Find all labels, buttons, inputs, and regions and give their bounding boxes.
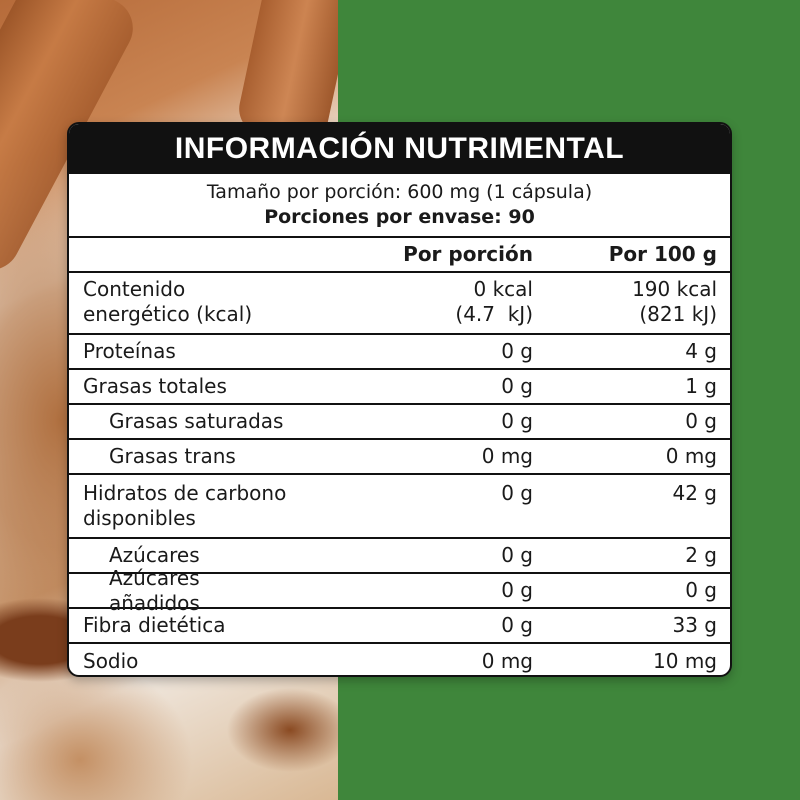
per-serving-value: 0 g	[501, 339, 533, 363]
per-100g-value: 10 mg	[653, 649, 717, 673]
serving-info: Tamaño por porción: 600 mg (1 cápsula) P…	[69, 174, 730, 238]
table-row: Grasas saturadas 0 g 0 g	[69, 405, 730, 440]
per-100g-value: 2 g	[685, 543, 717, 567]
per-100g-value: 1 g	[685, 374, 717, 398]
nutrient-name: Contenido energético (kcal)	[83, 277, 253, 326]
table-row: Azúcares añadidos 0 g 0 g	[69, 566, 730, 615]
table-row: Grasas trans 0 mg 0 mg	[69, 440, 730, 475]
nutrient-name: Proteínas	[83, 339, 176, 363]
table-row: Grasas totales 0 g 1 g	[69, 370, 730, 405]
table-row: Azúcares 0 g 2 g	[69, 539, 730, 574]
per-100g-value: 0 g	[685, 409, 717, 433]
per-serving-value: 0 mg	[481, 444, 533, 468]
column-header-per-serving: Por porción	[403, 242, 533, 266]
serving-size: Tamaño por porción: 600 mg (1 cápsula)	[206, 181, 593, 203]
table-title: INFORMACIÓN NUTRIMENTAL	[69, 124, 730, 174]
nutrient-name: Grasas totales	[83, 374, 227, 398]
per-serving-value: 0 g	[501, 543, 533, 567]
per-100g-value: 0 g	[685, 578, 717, 602]
per-serving-value: 0 g	[501, 481, 533, 505]
column-header-row: Por porción Por 100 g	[69, 238, 730, 273]
nutrient-name: Sodio	[83, 649, 139, 673]
nutrient-name: Fibra dietética	[83, 613, 226, 637]
per-100g-value: 190 kcal (821 kJ)	[632, 277, 717, 326]
nutrient-name: Azúcares añadidos	[109, 565, 200, 615]
table-row: Sodio 0 mg 10 mg	[69, 644, 730, 675]
per-100g-value: 42 g	[672, 481, 717, 505]
per-serving-value: 0 mg	[481, 649, 533, 673]
servings-per-container: Porciones por envase: 90	[264, 206, 535, 228]
per-serving-value: 0 g	[501, 409, 533, 433]
per-serving-value: 0 g	[501, 578, 533, 602]
per-serving-value: 0 g	[501, 613, 533, 637]
nutrient-name: Grasas saturadas	[109, 409, 284, 433]
per-serving-value: 0 g	[501, 374, 533, 398]
nutrient-name: Hidratos de carbono disponibles	[83, 481, 287, 530]
table-row: Contenido energético (kcal) 0 kcal (4.7 …	[69, 273, 730, 335]
nutrition-facts-table: INFORMACIÓN NUTRIMENTAL Tamaño por porci…	[67, 122, 732, 677]
table-row: Fibra dietética 0 g 33 g	[69, 609, 730, 644]
nutrient-name: Azúcares	[109, 543, 200, 567]
nutrient-name: Grasas trans	[109, 444, 236, 468]
per-100g-value: 33 g	[672, 613, 717, 637]
per-100g-value: 4 g	[685, 339, 717, 363]
table-row: Hidratos de carbono disponibles 0 g 42 g	[69, 475, 730, 539]
per-100g-value: 0 mg	[665, 444, 717, 468]
per-serving-value: 0 kcal (4.7 kJ)	[455, 277, 533, 326]
column-header-per-100g: Por 100 g	[608, 242, 717, 266]
table-row: Proteínas 0 g 4 g	[69, 335, 730, 370]
